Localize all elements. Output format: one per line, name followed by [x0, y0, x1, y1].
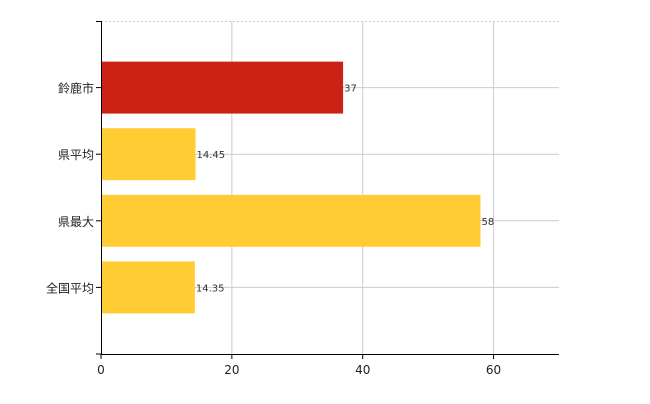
category-label: 鈴鹿市: [58, 81, 94, 96]
bar: [101, 128, 196, 181]
bar: [101, 194, 481, 247]
data-label: 58: [481, 217, 494, 228]
category-label: 県最大: [58, 215, 94, 229]
x-tick-label: 20: [224, 363, 239, 377]
x-tick-label: 0: [97, 363, 105, 377]
data-label: 14.35: [196, 283, 225, 294]
x-tick-label: 40: [355, 363, 370, 377]
bar: [101, 61, 344, 114]
data-label: 14.45: [197, 150, 226, 161]
bar: [101, 261, 195, 314]
category-label: 県平均: [58, 148, 94, 162]
category-label: 全国平均: [46, 280, 94, 295]
data-label: 37: [344, 84, 357, 95]
x-tick-label: 60: [486, 363, 501, 377]
